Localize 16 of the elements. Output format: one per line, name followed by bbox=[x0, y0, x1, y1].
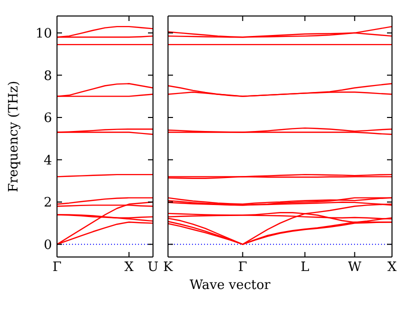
y-axis-title: Frequency (THz) bbox=[6, 80, 22, 192]
y-tick-label: 2 bbox=[44, 196, 52, 211]
x-axis-title: Wave vector bbox=[188, 278, 272, 293]
x-tick-label: L bbox=[300, 260, 310, 276]
y-tick-label: 8 bbox=[44, 68, 52, 84]
x-tick-label: W bbox=[348, 260, 362, 276]
x-tick-label: X bbox=[124, 260, 134, 276]
y-tick-label: 0 bbox=[44, 238, 52, 253]
y-tick-label: 6 bbox=[44, 111, 52, 126]
x-tick-label: Γ bbox=[238, 260, 248, 276]
y-tick-label: 10 bbox=[35, 26, 52, 42]
x-tick-label: Γ bbox=[52, 260, 62, 276]
x-tick-label: X bbox=[387, 260, 398, 276]
x-tick-label: K bbox=[163, 260, 174, 276]
y-tick-label: 4 bbox=[44, 153, 52, 168]
x-tick-label: U bbox=[148, 260, 159, 276]
